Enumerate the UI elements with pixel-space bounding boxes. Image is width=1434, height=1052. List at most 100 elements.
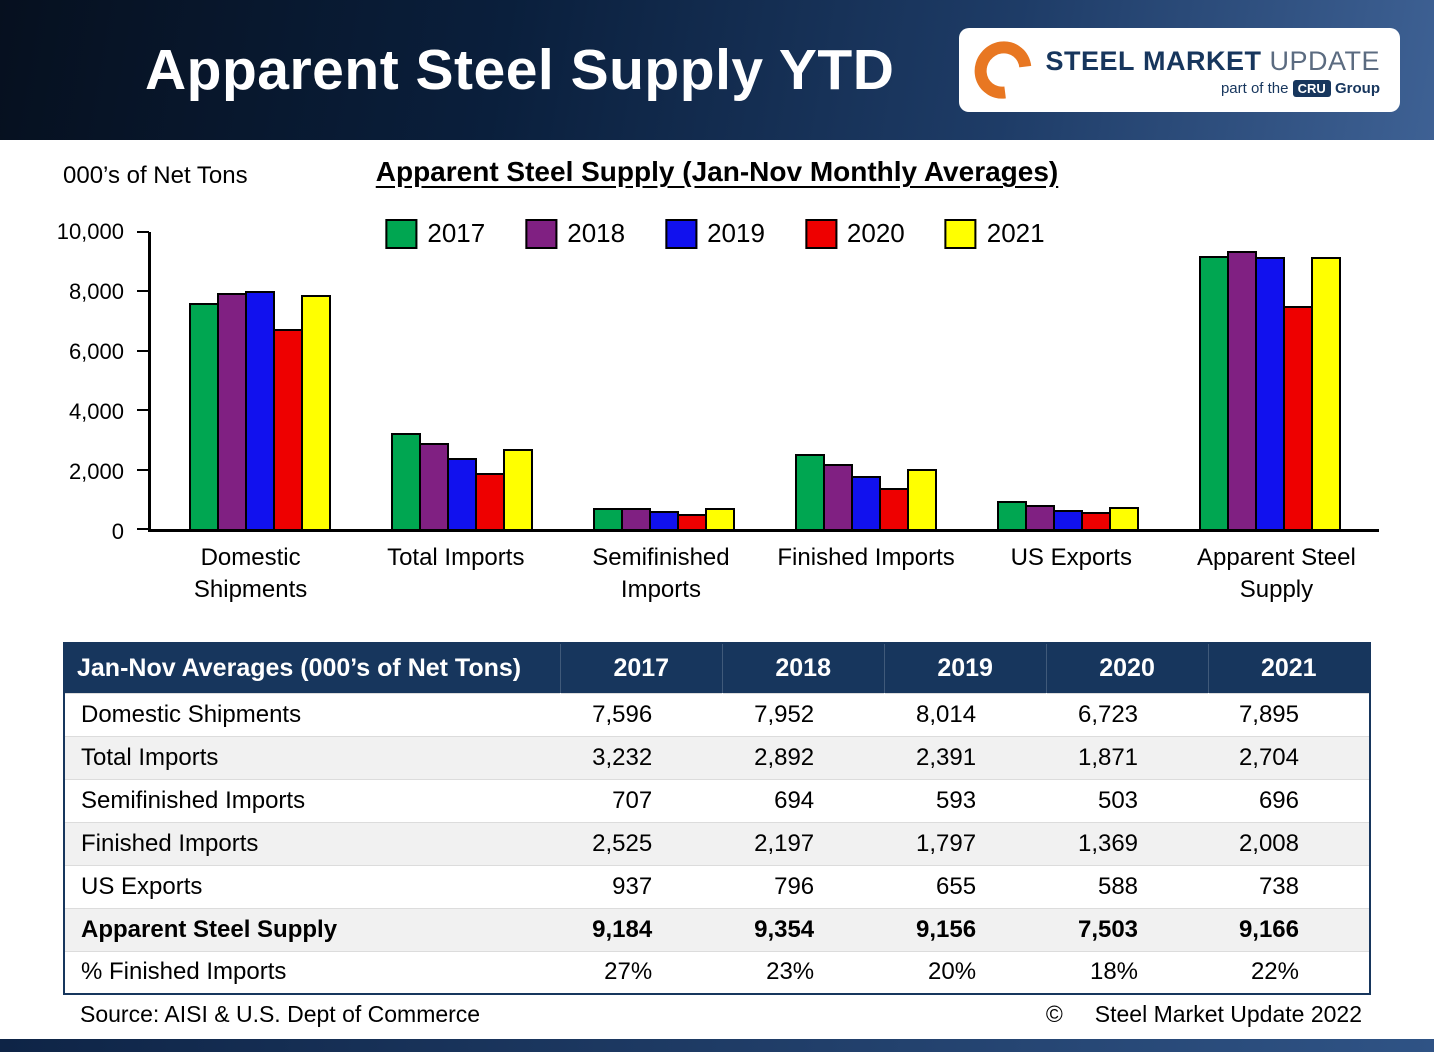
cell-value: 9,354 — [722, 907, 885, 951]
bar-2021 — [705, 508, 735, 529]
legend-swatch — [804, 218, 837, 249]
copyright-label: Steel Market Update 2022 — [1094, 1001, 1362, 1027]
cell-value: 2,391 — [884, 735, 1047, 779]
cell-value: 7,596 — [560, 692, 723, 736]
logo-steel: STEEL — [1045, 45, 1135, 76]
smu-logo-text: STEEL MARKET UPDATE part of the CRU Grou… — [1045, 46, 1380, 97]
table-row: Total Imports 3,232 2,892 2,391 1,871 2,704 — [64, 735, 1370, 779]
cru-badge: CRU — [1292, 79, 1331, 97]
table-row: Apparent Steel Supply 9,184 9,354 9,156 7,50… — [64, 907, 1370, 951]
cell-value: 937 — [560, 864, 723, 908]
cell-value: 9,184 — [560, 907, 723, 951]
legend-item-2018: 2018 — [525, 218, 625, 249]
y-axis-tick-label: 10,000 — [56, 219, 124, 244]
bar-2021 — [1109, 507, 1139, 529]
bar-2020 — [475, 473, 505, 529]
legend-label: 2017 — [427, 218, 486, 248]
bars — [151, 232, 1379, 529]
bar-2019 — [1053, 509, 1083, 529]
cell-value: 696 — [1208, 778, 1370, 822]
data-table: Jan-Nov Averages (000’s of Net Tons) 201… — [63, 642, 1371, 995]
y-axis-tick-mark — [137, 290, 149, 293]
cell-value: 20% — [884, 950, 1047, 994]
source-text: Source: AISI & U.S. Dept of Commerce — [80, 1001, 481, 1027]
bar-group-0 — [159, 232, 361, 529]
table-header-label: Jan-Nov Averages (000’s of Net Tons) — [64, 643, 561, 693]
smu-logo: STEEL MARKET UPDATE part of the CRU Grou… — [959, 28, 1400, 112]
cell-value: 707 — [560, 778, 723, 822]
cell-value: 2,197 — [722, 821, 885, 865]
table-column-2018: 2018 — [721, 643, 885, 693]
bar-group-1 — [361, 232, 563, 529]
cell-value: 6,723 — [1046, 692, 1209, 736]
legend-label: 2018 — [567, 218, 626, 248]
chart-legend: 2017 2018 2019 2020 2021 — [385, 218, 1045, 249]
x-axis-labels: Domestic Shipments Total Imports Semifinis… — [148, 542, 1379, 620]
logo-wordmark: STEEL MARKET UPDATE — [1045, 46, 1380, 77]
cell-value: 22% — [1208, 950, 1370, 994]
bar-2018 — [823, 463, 853, 529]
logo-group: Group — [1335, 79, 1380, 97]
x-axis-category-label: Domestic Shipments — [148, 542, 353, 620]
x-axis-category-text: Apparent Steel Supply — [1197, 544, 1356, 604]
x-axis-category-label: US Exports — [969, 542, 1174, 620]
table-column-2020: 2020 — [1045, 643, 1209, 693]
x-axis-category-label: Finished Imports — [764, 542, 969, 620]
bar-2021 — [1311, 256, 1341, 529]
bar-group-2 — [563, 232, 765, 529]
bar-2018 — [1025, 505, 1055, 529]
x-axis-category-text: Domestic Shipments — [193, 544, 308, 604]
page-title: Apparent Steel Supply YTD — [145, 38, 895, 102]
table-row: Domestic Shipments 7,596 7,952 8,014 6,723 7,… — [64, 692, 1370, 736]
cell-value: 9,156 — [884, 907, 1047, 951]
cell-value: 2,892 — [722, 735, 885, 779]
legend-item-2020: 2020 — [804, 218, 905, 249]
copyright-text: © Steel Market Update 2022 — [1046, 1001, 1362, 1028]
cell-value: 8,014 — [884, 692, 1047, 736]
cell-value: 2,704 — [1208, 735, 1370, 779]
row-label: Finished Imports — [64, 821, 561, 865]
bar-2019 — [447, 458, 477, 529]
x-axis-category-text: US Exports — [1010, 544, 1132, 571]
cell-value: 503 — [1046, 778, 1209, 822]
cell-value: 2,525 — [560, 821, 723, 865]
cell-value: 593 — [884, 778, 1047, 822]
x-axis-category-label: Total Imports — [353, 542, 558, 620]
bar-2018 — [217, 292, 247, 529]
chart-section: 000’s of Net Tons Apparent Steel Supply … — [0, 156, 1434, 620]
table-row: US Exports 937 796 655 588 738 — [64, 864, 1370, 908]
y-axis-tick-mark — [137, 468, 149, 471]
y-axis-tick-label: 0 — [111, 519, 124, 544]
bar-2021 — [503, 448, 533, 529]
y-axis-tick-mark — [137, 349, 149, 352]
bar-2020 — [1081, 511, 1111, 529]
bar-2018 — [621, 508, 651, 529]
table-column-2019: 2019 — [883, 643, 1047, 693]
logo-tagline-prefix: part of the — [1220, 79, 1289, 97]
cell-value: 2,008 — [1208, 821, 1370, 865]
cell-value: 655 — [884, 864, 1047, 908]
row-label: % Finished Imports — [64, 950, 561, 994]
x-axis-category-text: Total Imports — [387, 544, 525, 571]
logo-tagline: part of the CRU Group — [1045, 79, 1380, 97]
bar-2017 — [1199, 256, 1229, 529]
row-label: US Exports — [64, 864, 561, 908]
y-axis-tick-mark — [137, 409, 149, 412]
bar-group-5 — [1169, 232, 1371, 529]
logo-market: MARKET — [1142, 45, 1262, 76]
table-column-2021: 2021 — [1207, 643, 1370, 693]
copyright-symbol: © — [1045, 1001, 1063, 1027]
cell-value: 7,503 — [1046, 907, 1209, 951]
cell-value: 1,797 — [884, 821, 1047, 865]
table-body: Domestic Shipments 7,596 7,952 8,014 6,723 7,… — [64, 692, 1370, 994]
bar-2021 — [907, 469, 937, 529]
bar-2020 — [273, 329, 303, 529]
bar-2021 — [301, 294, 331, 529]
cell-value: 738 — [1208, 864, 1370, 908]
table-row: Semifinished Imports 707 694 593 503 696 — [64, 778, 1370, 822]
cell-value: 9,166 — [1208, 907, 1370, 951]
legend-swatch — [525, 218, 558, 249]
y-axis-tick-mark — [137, 528, 149, 530]
footer: Source: AISI & U.S. Dept of Commerce © S… — [80, 1001, 1362, 1028]
header-banner: Apparent Steel Supply YTD STEEL MARKET U… — [0, 0, 1434, 140]
